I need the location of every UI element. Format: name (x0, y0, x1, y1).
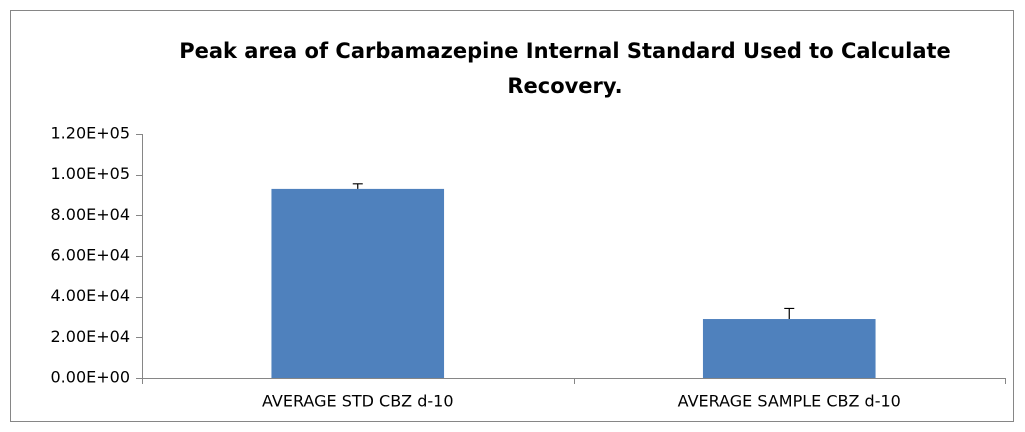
chart-title: Peak area of Carbamazepine Internal Stan… (179, 39, 951, 98)
bar (702, 319, 876, 378)
y-tick-label: 6.00E+04 (51, 246, 131, 265)
y-tick-label: 8.00E+04 (51, 205, 131, 224)
y-tick-label: 0.00E+00 (51, 368, 131, 387)
x-tick-label: AVERAGE SAMPLE CBZ d-10 (678, 392, 901, 411)
y-tick-label: 1.20E+05 (51, 124, 131, 143)
error-bar (352, 183, 363, 189)
bar (271, 188, 445, 378)
y-tick-label: 1.00E+05 (51, 164, 131, 183)
y-tick-label: 2.00E+04 (51, 327, 131, 346)
x-tick-label: AVERAGE STD CBZ d-10 (262, 392, 454, 411)
error-bar (784, 307, 795, 320)
y-tick-label: 4.00E+04 (51, 286, 131, 305)
